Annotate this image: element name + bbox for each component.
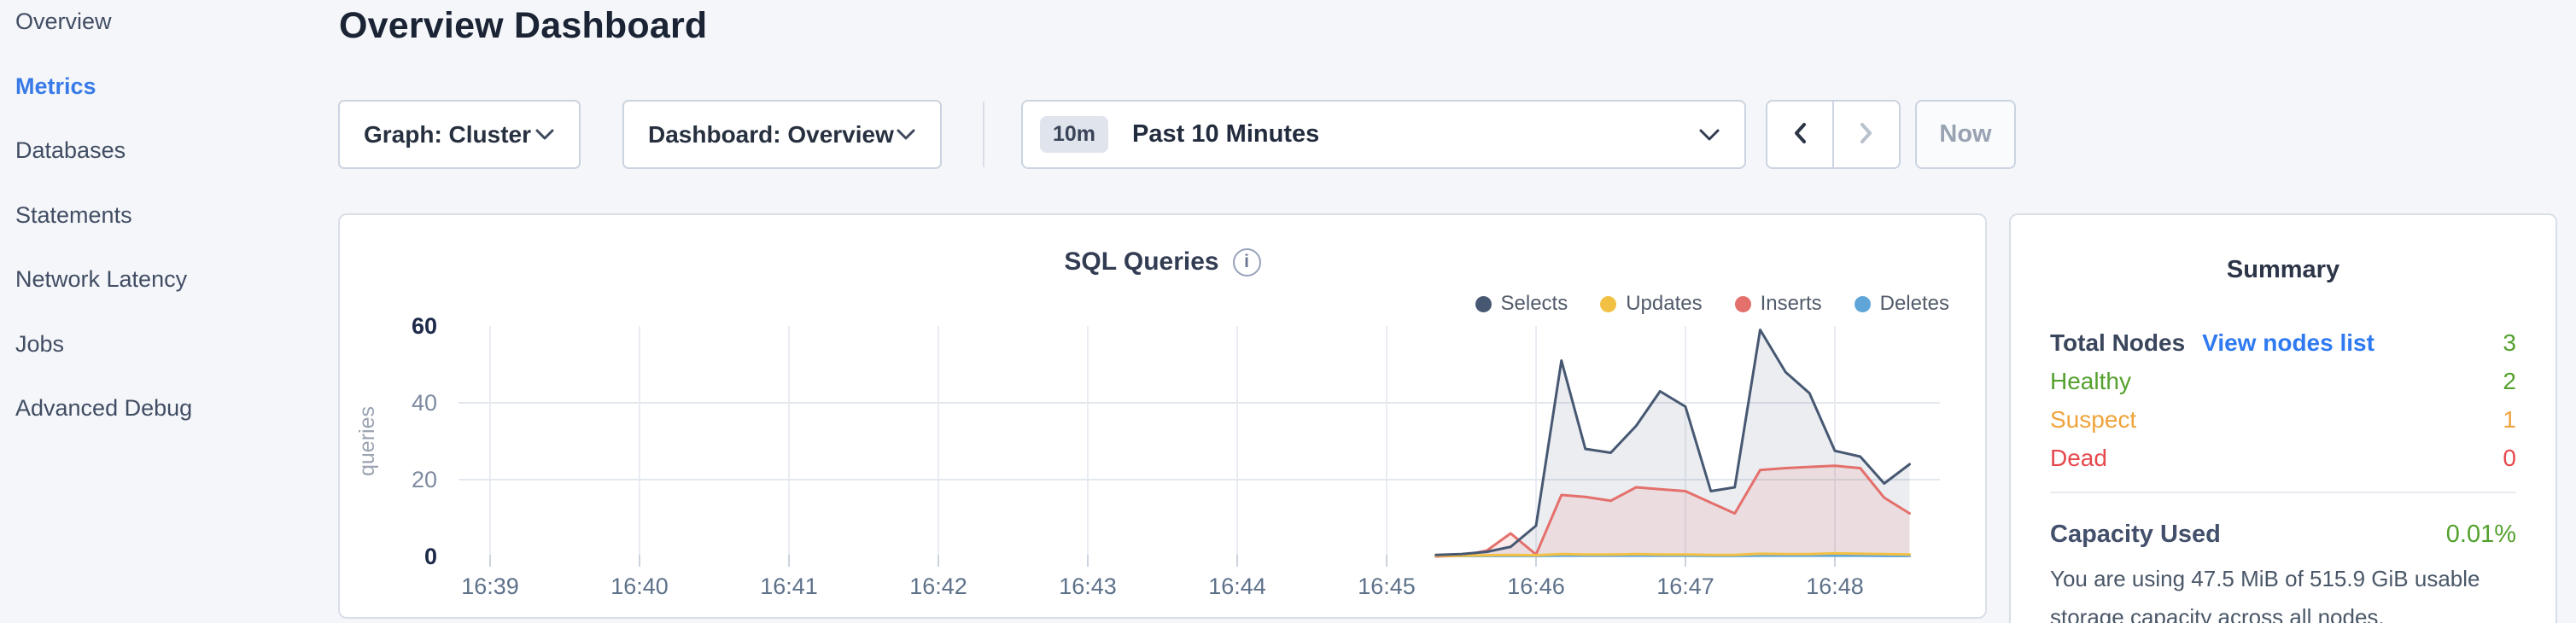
status-value: 0 (2503, 444, 2516, 471)
chevron-down-icon (1698, 128, 1720, 142)
time-range-label: Past 10 Minutes (1132, 120, 1320, 148)
status-value: 2 (2503, 367, 2516, 394)
capacity-used-label: Capacity Used (2050, 520, 2221, 548)
info-icon[interactable]: i (1232, 247, 1261, 277)
time-range-badge: 10m (1040, 116, 1109, 153)
legend-label: Selects (1500, 292, 1568, 315)
sidebar-item-metrics[interactable]: Metrics (15, 73, 96, 99)
node-status-row-dead: Dead 0 (2050, 439, 2516, 477)
time-range-selector[interactable]: 10m Past 10 Minutes (1021, 100, 1746, 169)
sidebar-item-statements[interactable]: Statements (15, 201, 132, 228)
chart-title-row: SQL Queries i (340, 247, 1985, 277)
time-forward-button[interactable] (1832, 102, 1899, 167)
legend-dot-icon (1854, 295, 1871, 312)
view-nodes-list-link[interactable]: View nodes list (2202, 329, 2374, 356)
svg-text:20: 20 (412, 467, 437, 492)
status-label: Healthy (2050, 367, 2131, 394)
svg-text:16:44: 16:44 (1208, 574, 1266, 599)
svg-text:16:42: 16:42 (909, 574, 967, 599)
graph-scope-dropdown[interactable]: Graph: Cluster (338, 100, 581, 169)
node-status-row-healthy: Healthy 2 (2050, 362, 2516, 400)
summary-title: Summary (2226, 256, 2340, 283)
svg-text:60: 60 (412, 313, 437, 339)
svg-text:queries: queries (355, 406, 379, 476)
chevron-right-icon (1859, 121, 1874, 148)
page-title: Overview Dashboard (339, 5, 708, 46)
time-step-button-group (1766, 100, 1901, 169)
sidebar-nav: Overview Metrics Databases Statements Networ… (0, 0, 324, 623)
sidebar-item-network-latency[interactable]: Network Latency (15, 266, 188, 292)
total-nodes-row: Total Nodes View nodes list 3 (2050, 323, 2516, 362)
svg-text:16:47: 16:47 (1656, 574, 1714, 599)
total-nodes-label: Total Nodes (2050, 329, 2186, 356)
total-nodes-value: 3 (2503, 329, 2516, 356)
svg-text:0: 0 (424, 544, 437, 569)
legend-dot-icon (1734, 295, 1751, 312)
status-label: Dead (2050, 444, 2107, 471)
status-value: 1 (2503, 405, 2516, 433)
svg-text:16:46: 16:46 (1507, 574, 1565, 599)
capacity-row: Capacity Used 0.01% (2050, 515, 2516, 553)
dashboard-dropdown[interactable]: Dashboard: Overview (622, 100, 942, 169)
legend-item-selects[interactable]: Selects (1475, 292, 1568, 316)
dashboard-dropdown-label: Dashboard: Overview (648, 120, 894, 148)
sidebar-item-advanced-debug[interactable]: Advanced Debug (15, 395, 193, 421)
legend-label: Updates (1626, 292, 1703, 315)
sidebar-item-overview[interactable]: Overview (15, 9, 112, 34)
legend-label: Inserts (1760, 292, 1822, 315)
node-status-row-suspect: Suspect 1 (2050, 400, 2516, 439)
legend-label: Deletes (1879, 292, 1949, 315)
legend-item-inserts[interactable]: Inserts (1734, 292, 1822, 316)
sql-queries-chart: 16:39 16:40 16:41 16:42 16:43 16:44 16:45 16:46… (355, 313, 1940, 599)
capacity-used-value: 0.01% (2445, 520, 2516, 548)
graph-scope-dropdown-label: Graph: Cluster (364, 120, 532, 148)
now-button[interactable]: Now (1915, 100, 2016, 169)
toolbar: Graph: Cluster Dashboard: Overview 10m P… (338, 100, 2217, 169)
svg-text:16:45: 16:45 (1358, 574, 1416, 599)
legend-dot-icon (1600, 295, 1617, 312)
legend-dot-icon (1475, 295, 1492, 312)
time-back-button[interactable] (1767, 102, 1832, 167)
chart-legend: Selects Updates Inserts Deletes (1475, 292, 1949, 316)
chevron-down-icon (534, 128, 555, 141)
svg-text:16:43: 16:43 (1059, 574, 1117, 599)
summary-divider (2050, 492, 2516, 493)
summary-panel: Summary Total Nodes View nodes list 3 He… (2009, 213, 2557, 623)
node-status-rows: Healthy 2 Suspect 1 Dead 0 (2050, 362, 2516, 477)
svg-text:40: 40 (412, 390, 437, 416)
svg-text:16:48: 16:48 (1806, 574, 1864, 599)
svg-text:16:41: 16:41 (760, 574, 818, 599)
legend-item-updates[interactable]: Updates (1600, 292, 1703, 316)
status-label: Suspect (2050, 405, 2137, 433)
sidebar-item-jobs[interactable]: Jobs (15, 330, 65, 357)
sidebar-item-databases[interactable]: Databases (15, 137, 126, 163)
legend-item-deletes[interactable]: Deletes (1854, 292, 1949, 316)
chart-title: SQL Queries (1064, 247, 1219, 276)
capacity-description: You are using 47.5 MiB of 515.9 GiB usab… (2050, 566, 2480, 623)
svg-text:16:40: 16:40 (610, 574, 669, 599)
chevron-down-icon (896, 128, 916, 141)
toolbar-divider (983, 102, 984, 167)
svg-text:16:39: 16:39 (461, 574, 519, 599)
sql-queries-chart-card: 16:39 16:40 16:41 16:42 16:43 16:44 16:45 16:46… (338, 213, 1987, 619)
chevron-left-icon (1792, 121, 1808, 148)
